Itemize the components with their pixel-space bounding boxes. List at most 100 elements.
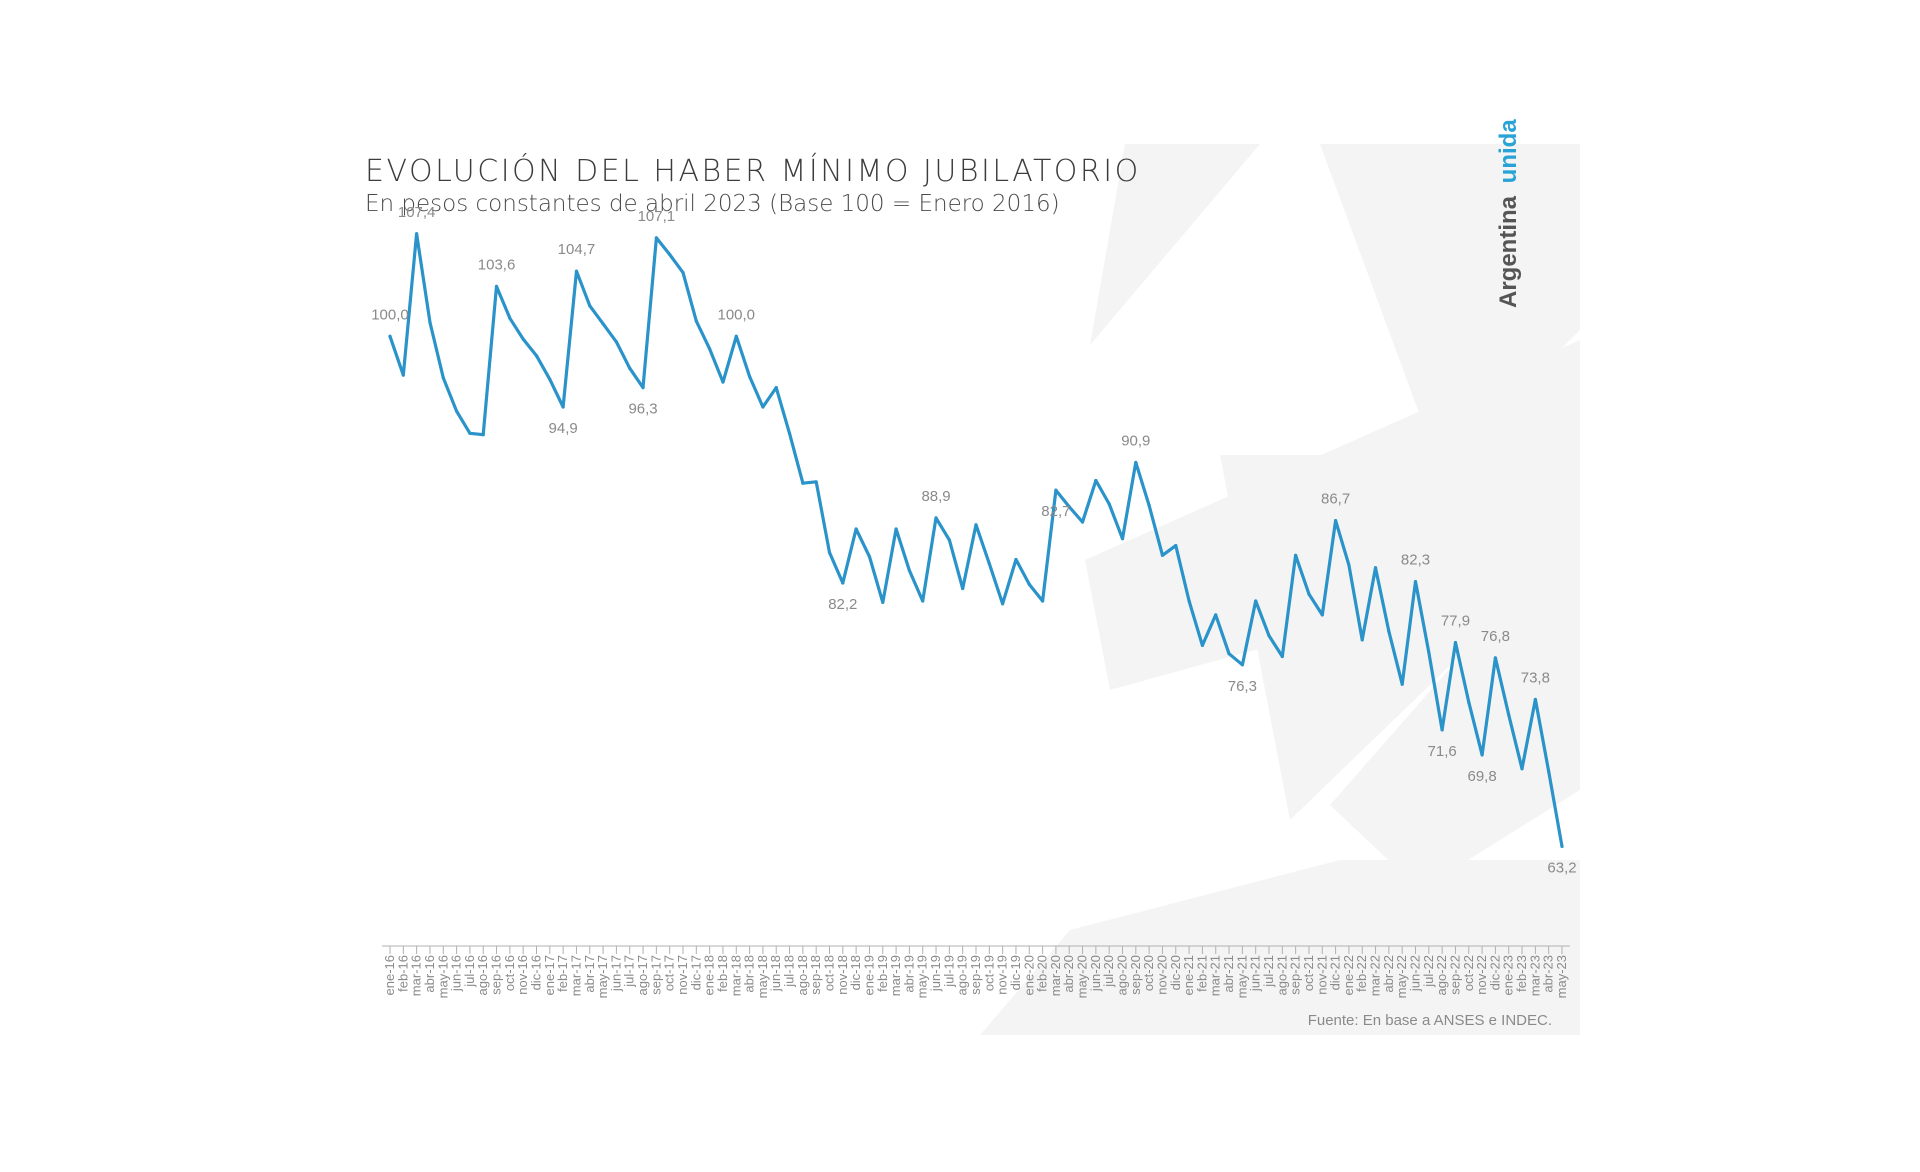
data-point	[787, 431, 792, 435]
data-label: 94,9	[549, 420, 578, 437]
data-point	[934, 516, 938, 520]
data-point	[961, 586, 965, 591]
data-label: 71,6	[1428, 743, 1457, 760]
data-point	[1267, 634, 1271, 638]
x-tick-label: sep-20	[1128, 955, 1143, 995]
x-tick-label: sep-18	[808, 955, 823, 995]
x-tick-label: sep-17	[648, 955, 663, 995]
data-point	[574, 269, 579, 273]
x-tick-label: may-16	[435, 955, 450, 998]
chart-title: EVOLUCIÓN DEL HABER MÍNIMO JUBILATORIO	[365, 152, 1141, 189]
x-tick-label: nov-17	[675, 955, 690, 995]
x-tick-label: dic-21	[1328, 955, 1343, 990]
data-point	[947, 538, 951, 542]
data-point	[1547, 769, 1551, 774]
data-point	[987, 562, 991, 566]
chart-subtitle: En pesos constantes de abril 2023 (Base …	[365, 191, 1060, 217]
x-tick-label: ene-23	[1501, 955, 1516, 995]
x-tick-label: dic-16	[529, 955, 544, 990]
data-point	[974, 523, 978, 527]
x-tick-label: oct-18	[822, 955, 837, 991]
data-point	[494, 284, 499, 289]
data-point	[614, 340, 619, 344]
x-tick-label: abr-19	[901, 955, 916, 993]
data-point	[854, 527, 858, 531]
x-tick-label: sep-21	[1288, 955, 1303, 995]
x-tick-label: abr-16	[422, 955, 437, 993]
data-label: 73,8	[1521, 669, 1550, 686]
x-tick-label: feb-18	[715, 955, 730, 992]
x-tick-label: mar-16	[409, 955, 424, 996]
data-label: 104,7	[558, 241, 596, 258]
data-point	[1227, 652, 1231, 656]
data-point	[1507, 713, 1511, 717]
x-tick-label: jun-22	[1408, 955, 1423, 992]
x-tick-label: sep-16	[489, 955, 504, 995]
data-point	[1094, 478, 1098, 483]
data-point	[468, 431, 472, 435]
data-point	[1307, 592, 1311, 596]
data-point	[1533, 697, 1537, 702]
brand-logo: Argentina unida	[1495, 119, 1522, 308]
data-point	[1254, 599, 1258, 603]
data-point	[534, 354, 539, 358]
source-note: Fuente: En base a ANSES e INDEC.	[1308, 1012, 1552, 1029]
data-point	[921, 599, 925, 603]
data-point	[1333, 519, 1338, 523]
x-tick-label: jul-18	[782, 955, 797, 988]
x-tick-label: abr-18	[742, 955, 757, 993]
x-tick-label: feb-20	[1035, 955, 1050, 992]
x-tick-label: nov-16	[515, 955, 530, 995]
x-tick-label: nov-19	[995, 955, 1010, 995]
data-point	[774, 385, 778, 390]
data-point	[588, 304, 592, 308]
data-point	[454, 409, 459, 413]
data-label: 82,7	[1041, 503, 1070, 520]
data-point	[1134, 460, 1138, 465]
x-tick-label: may-17	[595, 955, 610, 998]
data-point	[1493, 656, 1498, 660]
x-tick-label: may-22	[1394, 955, 1409, 998]
x-tick-label: jul-17	[622, 955, 637, 988]
x-tick-label: may-20	[1075, 955, 1090, 998]
x-tick-label: feb-17	[555, 955, 570, 992]
x-tick-label: abr-23	[1541, 955, 1556, 993]
x-tick-label: may-23	[1554, 955, 1569, 998]
x-tick-label: jun-19	[928, 955, 943, 992]
bg-shape	[1330, 520, 1580, 890]
data-point	[1174, 543, 1178, 548]
data-point	[481, 433, 485, 437]
data-labels: 100,0 107,4 103,6 94,9 104,7 96,3 107,1 100,0 82…	[371, 204, 1576, 877]
data-point	[708, 347, 712, 351]
x-tick-label: feb-16	[395, 955, 410, 992]
data-point	[428, 320, 432, 325]
x-tick-label: oct-20	[1141, 955, 1156, 991]
data-label: 100,0	[717, 306, 755, 323]
x-tick-label: abr-20	[1061, 955, 1076, 993]
x-tick-label: sep-22	[1447, 955, 1462, 995]
data-label: 107,1	[638, 208, 676, 225]
data-point	[761, 405, 765, 409]
x-tick-label: oct-21	[1301, 955, 1316, 991]
x-tick-label: dic-19	[1008, 955, 1023, 990]
data-point	[827, 550, 832, 555]
data-label: 76,3	[1228, 678, 1257, 695]
data-label: 82,2	[828, 596, 857, 613]
x-tick-label: nov-18	[835, 955, 850, 995]
x-tick-label: jun-20	[1088, 955, 1103, 992]
data-point	[1427, 650, 1431, 654]
data-point	[1200, 643, 1205, 647]
data-point	[401, 373, 405, 377]
x-tick-label: may-21	[1234, 955, 1249, 998]
data-point	[668, 252, 672, 257]
x-tick-label: ago-18	[795, 955, 810, 995]
data-point	[721, 380, 725, 384]
x-tick-label: ene-19	[861, 955, 876, 995]
x-tick-label: oct-16	[502, 955, 517, 991]
x-tick-label: abr-22	[1381, 955, 1396, 993]
x-tick-label: ago-19	[955, 955, 970, 995]
x-tick-label: abr-21	[1221, 955, 1236, 993]
data-label: 90,9	[1121, 432, 1150, 449]
x-tick-label: ene-20	[1021, 955, 1036, 995]
x-tick-label: oct-22	[1461, 955, 1476, 991]
